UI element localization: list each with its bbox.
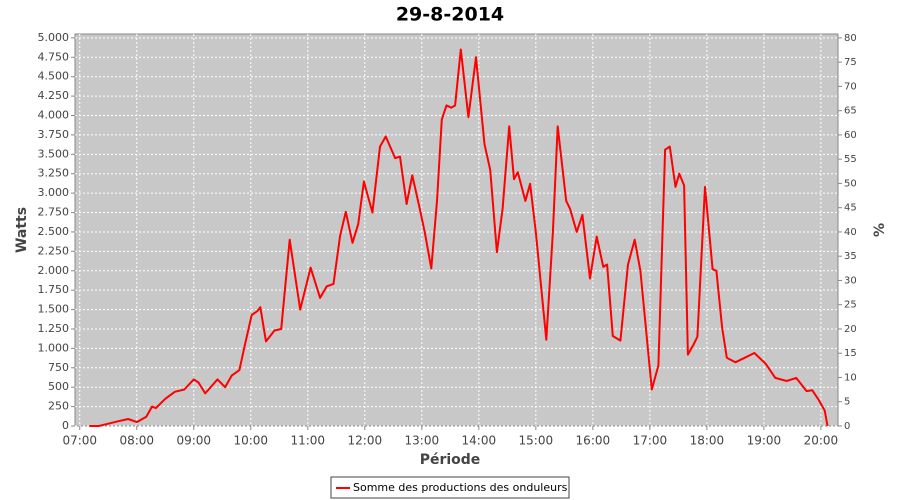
y-tick-label: 4.000	[38, 109, 70, 122]
y2-tick-label: 10	[844, 372, 857, 383]
legend: Somme des productions des onduleurs	[330, 476, 570, 499]
y-tick-label: 250	[48, 400, 69, 413]
chart-title: 29-8-2014	[396, 4, 504, 26]
y2-tick-label: 30	[844, 275, 857, 286]
y-tick-label: 2.500	[38, 225, 70, 238]
x-tick-label: 07:00	[62, 434, 97, 448]
y2-tick-label: 60	[844, 130, 857, 141]
x-axis-label: Période	[420, 452, 481, 468]
x-tick-label: 19:00	[747, 434, 782, 448]
y-tick-label: 1.750	[38, 283, 70, 296]
y2-tick-label: 70	[844, 81, 857, 92]
y2-tick-label: 35	[844, 251, 857, 262]
y-axis-label: Watts	[14, 207, 30, 253]
y-tick-label: 3.000	[38, 186, 70, 199]
y2-tick-label: 75	[844, 57, 857, 68]
y-tick-label: 3.500	[38, 147, 70, 160]
y-tick-label: 2.000	[38, 264, 70, 277]
y-tick-label: 4.750	[38, 50, 70, 63]
y2-tick-label: 50	[844, 178, 857, 189]
x-tick-label: 13:00	[405, 434, 440, 448]
y-tick-label: 4.500	[38, 70, 70, 83]
y2-tick-label: 40	[844, 227, 857, 238]
x-tick-label: 14:00	[462, 434, 497, 448]
y-tick-label: 2.250	[38, 244, 70, 257]
y-tick-label: 1.500	[38, 303, 70, 316]
x-tick-label: 10:00	[233, 434, 268, 448]
y-tick-label: 3.750	[38, 128, 70, 141]
x-tick-label: 11:00	[290, 434, 325, 448]
y2-tick-label: 25	[844, 300, 857, 311]
grid	[75, 34, 838, 427]
legend-label: Somme des productions des onduleurs	[353, 481, 568, 494]
y2-tick-label: 80	[844, 33, 857, 44]
x-tick-label: 17:00	[633, 434, 668, 448]
y2-tick-label: 20	[844, 324, 857, 335]
y2-tick-label: 65	[844, 106, 857, 117]
y-tick-label: 1.000	[38, 341, 70, 354]
y2-axis-label: %	[872, 223, 888, 237]
x-tick-label: 12:00	[348, 434, 383, 448]
y2-tick-label: 0	[844, 421, 850, 432]
x-tick-label: 15:00	[519, 434, 554, 448]
y2-tick-label: 15	[844, 348, 857, 359]
y-tick-label: 2.750	[38, 206, 70, 219]
x-tick-label: 16:00	[576, 434, 611, 448]
y2-tick-label: 5	[844, 397, 850, 408]
y-tick-label: 500	[48, 380, 69, 393]
x-tick-label: 18:00	[690, 434, 725, 448]
y-tick-label: 3.250	[38, 167, 70, 180]
line	[89, 48, 829, 427]
y-tick-label: 0	[62, 419, 69, 432]
legend-box	[330, 476, 570, 499]
y2-tick-label: 45	[844, 203, 857, 214]
y-tick-label: 4.250	[38, 89, 70, 102]
x-tick-label: 20:00	[804, 434, 839, 448]
y-tick-label: 750	[48, 361, 69, 374]
x-tick-label: 08:00	[119, 434, 154, 448]
x-tick-label: 09:00	[176, 434, 211, 448]
y2-tick-label: 55	[844, 154, 857, 165]
y-tick-label: 5.000	[38, 31, 70, 44]
y-tick-label: 1.250	[38, 322, 70, 335]
